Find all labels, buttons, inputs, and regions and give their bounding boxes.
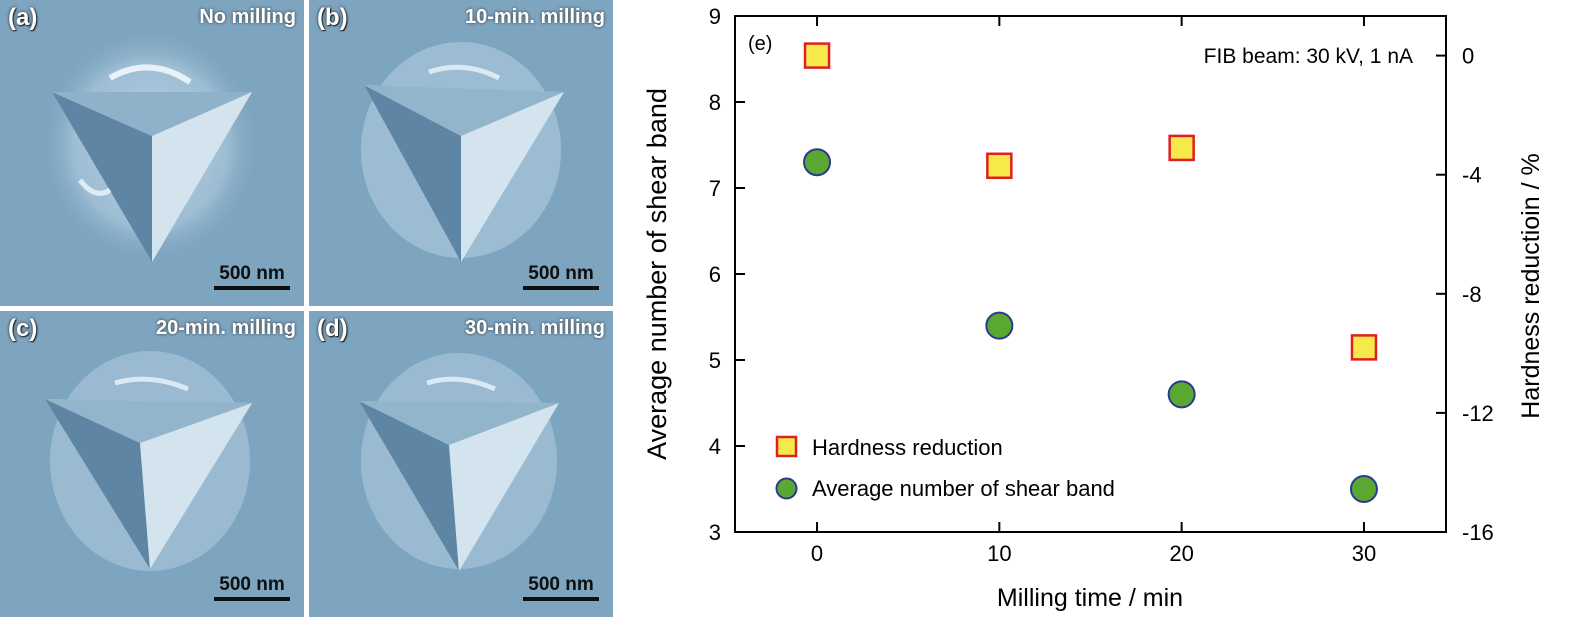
chart-panel-label: (e) [748,33,772,55]
scale-bar-b: 500 nm [523,263,599,290]
scale-bar-line-d [523,597,599,601]
legend-label-hardness: Hardness reduction [812,435,1003,460]
indent-image-c [0,311,304,617]
panel-label-a: (a) [8,4,38,31]
x-tick-label: 0 [811,541,823,566]
scale-bar-line-b [523,286,599,290]
shear-band-point [803,148,832,177]
hardness-point [803,42,831,69]
shear-band-point [1167,380,1196,409]
y-axis-left-label: Average number of shear band [642,88,672,460]
panel-label-b: (b) [317,4,348,31]
scale-bar-line-a [214,286,290,290]
shear-band-point [985,311,1014,340]
panel-label-d: (d) [317,315,348,342]
y-left-tick-label: 7 [709,176,721,201]
y-right-tick-label: -12 [1462,401,1494,426]
shear-band-point [1349,475,1378,503]
y-axis-right-label: Hardness reductioin / % [1517,153,1545,418]
chart-e: 0 10 20 30 3 4 5 6 7 8 9 0 -4 -8 -12 -16 (e) FIB beam: … [642,4,1545,612]
x-axis-label: Milling time / min [997,584,1183,612]
y-left-tick-label: 9 [709,4,721,29]
chart-marks [803,42,1378,503]
panel-label-c: (c) [8,315,38,342]
y-right-tick-label: -16 [1462,520,1494,545]
indent-image-d [309,311,613,617]
sem-panel-b: (b) 10-min. milling 500 nm [309,0,613,306]
sem-panel-a: (a) No milling 500 nm [0,0,304,306]
panel-title-b: 10-min. milling [464,6,605,28]
y-right-tick-label: 0 [1462,44,1474,69]
beam-annotation: FIB beam: 30 kV, 1 nA [1204,45,1413,68]
sem-panel-c: (c) 20-min. milling 500 nm [0,311,304,617]
hardness-point [1168,134,1195,162]
sem-panel-d: (d) 30-min. milling 500 nm [309,311,613,617]
panel-title-d: 30-min. milling [464,317,605,339]
hardness-point [986,152,1013,180]
scale-bar-text-d: 500 nm [528,574,594,595]
y-left-tick-label: 8 [709,90,721,115]
scale-bar-text-a: 500 nm [219,263,285,284]
hardness-point [1350,334,1378,361]
scale-bar-a: 500 nm [214,263,290,290]
scale-bar-text-b: 500 nm [528,263,594,284]
scale-bar-line-c [214,597,290,601]
y-left-tick-label: 6 [709,262,721,287]
y-left-tick-label: 3 [709,520,721,545]
scale-bar-text-c: 500 nm [219,574,285,595]
panel-title-a: No milling [199,6,296,28]
scale-bar-c: 500 nm [214,574,290,601]
scale-bar-d: 500 nm [523,574,599,601]
legend: Hardness reduction Average number of she… [775,435,1115,501]
y-right-tick-label: -8 [1462,282,1482,307]
legend-circle-marker [775,477,798,500]
panel-title-c: 20-min. milling [155,317,296,339]
indent-image-b [309,0,613,306]
legend-label-shear: Average number of shear band [812,476,1115,501]
axes: 0 10 20 30 3 4 5 6 7 8 9 0 -4 -8 -12 -16 [709,4,1494,566]
legend-square-marker [775,435,798,458]
y-left-tick-label: 4 [709,434,721,459]
x-tick-label: 10 [987,541,1011,566]
y-left-tick-label: 5 [709,348,721,373]
x-tick-label: 30 [1352,541,1376,566]
y-right-tick-label: -4 [1462,163,1482,188]
x-tick-label: 20 [1169,541,1193,566]
indent-image-a [0,0,304,306]
